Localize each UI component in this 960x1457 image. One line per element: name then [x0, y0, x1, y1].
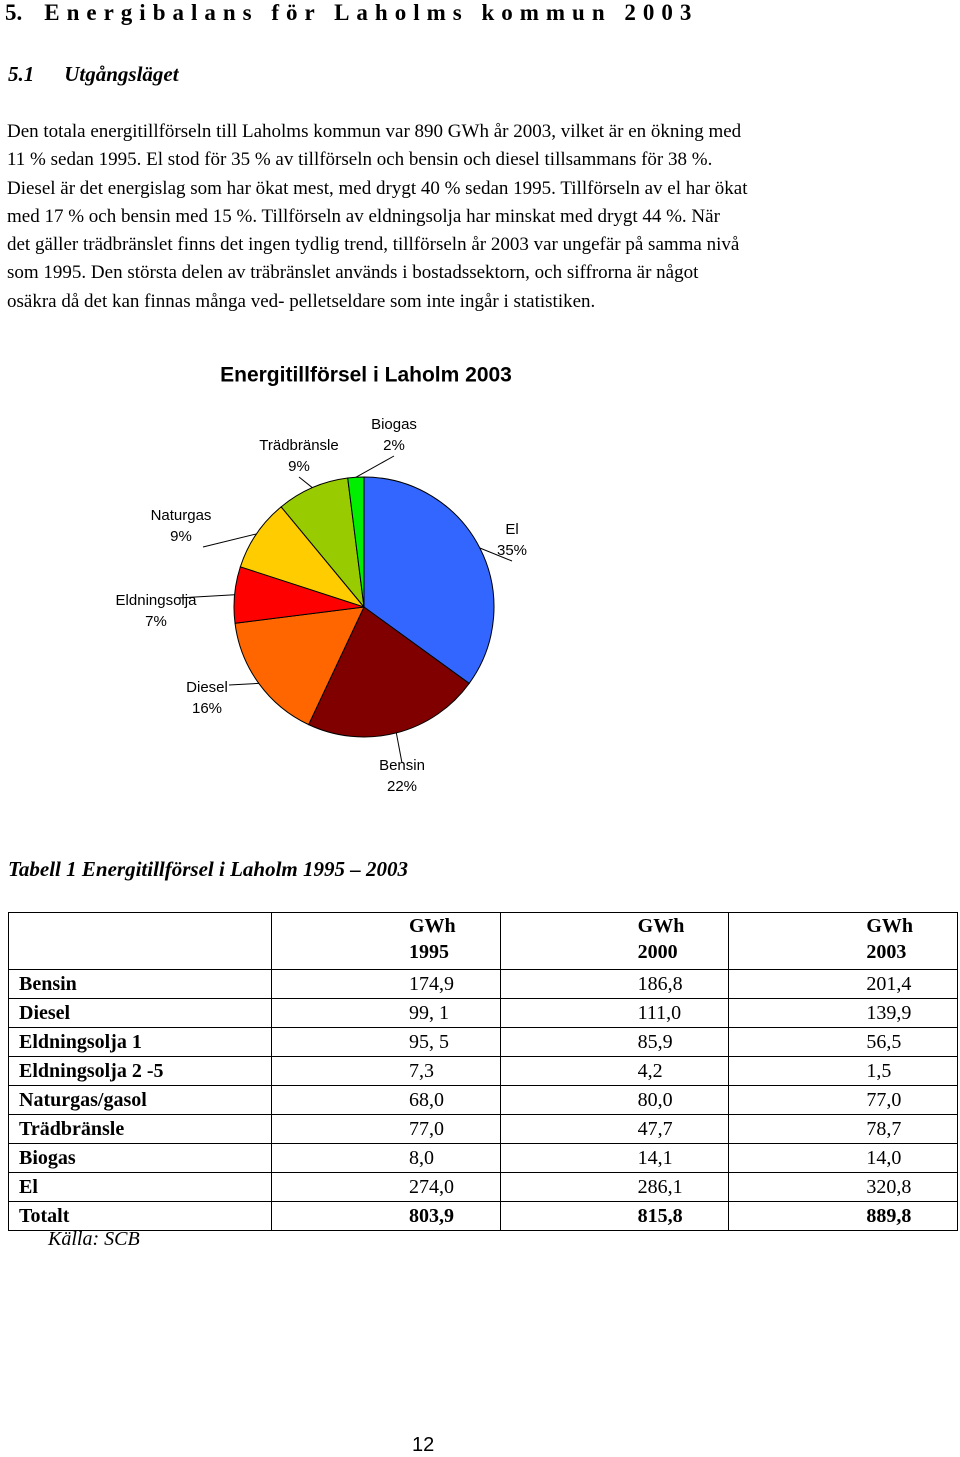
slice-value-label: 22% — [387, 778, 417, 795]
chart-title: Energitillförsel i Laholm 2003 — [220, 364, 512, 387]
slice-label: Eldningsolja — [116, 592, 198, 609]
table-cell: 174,9 — [271, 969, 501, 999]
paragraph-line: osäkra då det kan finnas många ved- pell… — [7, 290, 596, 312]
table-cell: 1,5 — [728, 1056, 958, 1086]
table-cell: 274,0 — [271, 1172, 501, 1202]
table-cell: Eldningsolja 1 — [8, 1027, 272, 1057]
table-cell: 8,0 — [271, 1143, 501, 1173]
slice-value-label: 7% — [145, 613, 167, 630]
table-cell: Diesel — [8, 998, 272, 1028]
table-row: Bensin 174,9 186,8 201,4 — [8, 969, 958, 999]
paragraph-line: Diesel är det energislag som har ökat me… — [7, 177, 748, 199]
slice-value-label: 2% — [383, 437, 405, 454]
table-row: Diesel 99, 1 111,0 139,9 — [8, 998, 958, 1028]
table-cell: 201,4 — [728, 969, 958, 999]
paragraph-line: 11 % sedan 1995. El stod för 35 % av til… — [7, 149, 713, 171]
leader-line — [202, 533, 257, 548]
paragraph: Den totala energitillförseln till Laholm… — [7, 118, 748, 316]
table-cell: Trädbränsle — [8, 1114, 272, 1144]
leader-line — [395, 732, 403, 764]
heading-text: Energibalans för Laholms kommun 2003 — [44, 0, 699, 25]
table-caption: Tabell 1 Energitillförsel i Laholm 1995 … — [8, 857, 408, 881]
table-cell: 77,0 — [728, 1085, 958, 1115]
header-year: 1995 — [409, 941, 449, 963]
table-cell: 320,8 — [728, 1172, 958, 1202]
slice-label: Trädbränsle — [259, 437, 338, 454]
table-cell: 85,9 — [499, 1027, 730, 1057]
page-number: 12 — [412, 1434, 435, 1456]
table-header: GWh 1995 GWh 2000 GWh 2003 — [8, 912, 958, 970]
table-cell: 47,7 — [499, 1114, 730, 1144]
table-cell: 68,0 — [271, 1085, 501, 1115]
table-cell: 803,9 — [271, 1201, 501, 1231]
table-cell: Biogas — [8, 1143, 272, 1173]
slice-label: El — [505, 521, 518, 538]
table-cell: 56,5 — [728, 1027, 958, 1057]
header-cell: GWh 1995 — [271, 912, 501, 970]
paragraph-line: det gäller trädbränslet finns det ingen … — [7, 234, 740, 256]
table-cell: Bensin — [8, 969, 272, 999]
header-year: 2003 — [866, 941, 907, 963]
subheading: 5.1 Utgångsläget — [8, 62, 179, 87]
table-row: El 274,0 286,1 320,8 — [8, 1172, 958, 1202]
paragraph-line: med 17 % och bensin med 15 %. Tillförsel… — [7, 205, 720, 227]
subheading-number: 5.1 — [8, 62, 35, 86]
table-row: Biogas 8,0 14,1 14,0 — [8, 1143, 958, 1173]
table-cell: Totalt — [8, 1201, 272, 1231]
table-cell: 77,0 — [271, 1114, 501, 1144]
slice-value-label: 9% — [170, 528, 192, 545]
table-cell: 186,8 — [499, 969, 730, 999]
header-unit: GWh — [409, 915, 456, 937]
leader-line — [228, 682, 259, 686]
slice-value-label: 16% — [192, 700, 222, 717]
heading: 5. Energibalans för Laholms kommun 2003 — [5, 0, 698, 26]
paragraph-line: som 1995. Den största delen av träbränsl… — [7, 262, 699, 284]
header-year: 2000 — [637, 941, 678, 963]
table-cell: 80,0 — [499, 1085, 730, 1115]
table-cell: 815,8 — [499, 1201, 730, 1231]
table-cell: Eldningsolja 2 -5 — [8, 1056, 272, 1086]
table-row: Totalt 803,9 815,8 889,8 — [8, 1201, 958, 1231]
table-cell: 95, 5 — [271, 1027, 501, 1057]
subheading-text: Utgångsläget — [64, 62, 179, 86]
table-cell: 14,0 — [728, 1143, 958, 1173]
table-cell: El — [8, 1172, 272, 1202]
leader-line — [479, 547, 513, 562]
slice-label: Biogas — [371, 416, 417, 433]
table-cell: 889,8 — [728, 1201, 958, 1231]
heading-number: 5. — [5, 0, 23, 25]
table-cell: 139,9 — [728, 998, 958, 1028]
slice-label: Naturgas — [151, 507, 212, 524]
table-cell: 111,0 — [499, 998, 730, 1028]
slice-label: Bensin — [379, 757, 425, 774]
header-cell — [8, 912, 272, 970]
slice-label: Diesel — [186, 679, 228, 696]
header-cell: GWh 2000 — [499, 912, 730, 970]
table-cell: 99, 1 — [271, 998, 501, 1028]
table-cell: 7,3 — [271, 1056, 501, 1086]
pie-slice — [363, 476, 495, 685]
table-cell: 78,7 — [728, 1114, 958, 1144]
pie-chart: Energitillförsel i Laholm 2003 El 35% Bens… — [116, 364, 527, 795]
header-unit: GWh — [866, 915, 913, 937]
slice-value-label: 9% — [288, 458, 310, 475]
table: GWh 1995 GWh 2000 GWh 2003 Bensin 174,9 186,8 20… — [8, 912, 958, 1231]
table-cell: 286,1 — [499, 1172, 730, 1202]
table-row: Trädbränsle 77,0 47,7 78,7 — [8, 1114, 958, 1144]
paragraph-line: Den totala energitillförseln till Laholm… — [7, 121, 742, 142]
header-cell: GWh 2003 — [728, 912, 958, 970]
slice-value-label: 35% — [497, 542, 527, 559]
leader-line — [298, 476, 313, 489]
table-row: Naturgas/gasol 68,0 80,0 77,0 — [8, 1085, 958, 1115]
table-cell: Naturgas/gasol — [8, 1085, 272, 1115]
table-row: Eldningsolja 2 -5 7,3 4,2 1,5 — [8, 1056, 958, 1086]
leader-line — [177, 594, 235, 599]
source: Källa: SCB — [48, 1228, 140, 1250]
table-row: Eldningsolja 1 95, 5 85,9 56,5 — [8, 1027, 958, 1057]
leader-line — [355, 455, 395, 478]
table-cell: 4,2 — [499, 1056, 730, 1086]
header-unit: GWh — [637, 915, 685, 937]
table-cell: 14,1 — [499, 1143, 730, 1173]
